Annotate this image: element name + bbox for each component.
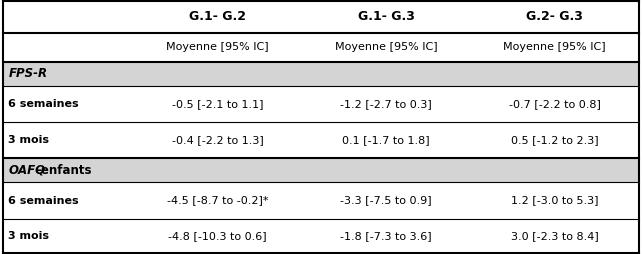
Text: -0.7 [-2.2 to 0.8]: -0.7 [-2.2 to 0.8] <box>508 99 600 109</box>
Text: 3 mois: 3 mois <box>8 231 49 241</box>
Text: -3.3 [-7.5 to 0.9]: -3.3 [-7.5 to 0.9] <box>340 196 432 205</box>
Text: -1.2 [-2.7 to 0.3]: -1.2 [-2.7 to 0.3] <box>340 99 432 109</box>
Bar <box>3 158 639 182</box>
Text: G.1- G.2: G.1- G.2 <box>189 10 247 23</box>
Bar <box>3 62 639 86</box>
Text: -0.4 [-2.2 to 1.3]: -0.4 [-2.2 to 1.3] <box>172 135 264 145</box>
Text: Moyenne [95% IC]: Moyenne [95% IC] <box>335 42 437 52</box>
Text: 0.5 [-1.2 to 2.3]: 0.5 [-1.2 to 2.3] <box>511 135 598 145</box>
Text: G.2- G.3: G.2- G.3 <box>526 10 583 23</box>
Text: Moyenne [95% IC]: Moyenne [95% IC] <box>503 42 606 52</box>
Text: -1.8 [-7.3 to 3.6]: -1.8 [-7.3 to 3.6] <box>340 231 432 241</box>
Text: 1.2 [-3.0 to 5.3]: 1.2 [-3.0 to 5.3] <box>511 196 598 205</box>
Text: 3 mois: 3 mois <box>8 135 49 145</box>
Text: -4.8 [-10.3 to 0.6]: -4.8 [-10.3 to 0.6] <box>168 231 267 241</box>
Text: 0.1 [-1.7 to 1.8]: 0.1 [-1.7 to 1.8] <box>342 135 430 145</box>
Text: -enfants: -enfants <box>36 164 91 177</box>
Text: 3.0 [-2.3 to 8.4]: 3.0 [-2.3 to 8.4] <box>510 231 598 241</box>
Text: -0.5 [-2.1 to 1.1]: -0.5 [-2.1 to 1.1] <box>172 99 263 109</box>
Text: OAFQ: OAFQ <box>8 164 46 177</box>
Text: Moyenne [95% IC]: Moyenne [95% IC] <box>166 42 269 52</box>
Text: 6 semaines: 6 semaines <box>8 196 79 205</box>
Text: 6 semaines: 6 semaines <box>8 99 79 109</box>
Text: G.1- G.3: G.1- G.3 <box>358 10 415 23</box>
Text: FPS-R: FPS-R <box>8 67 48 80</box>
Text: -4.5 [-8.7 to -0.2]*: -4.5 [-8.7 to -0.2]* <box>167 196 268 205</box>
